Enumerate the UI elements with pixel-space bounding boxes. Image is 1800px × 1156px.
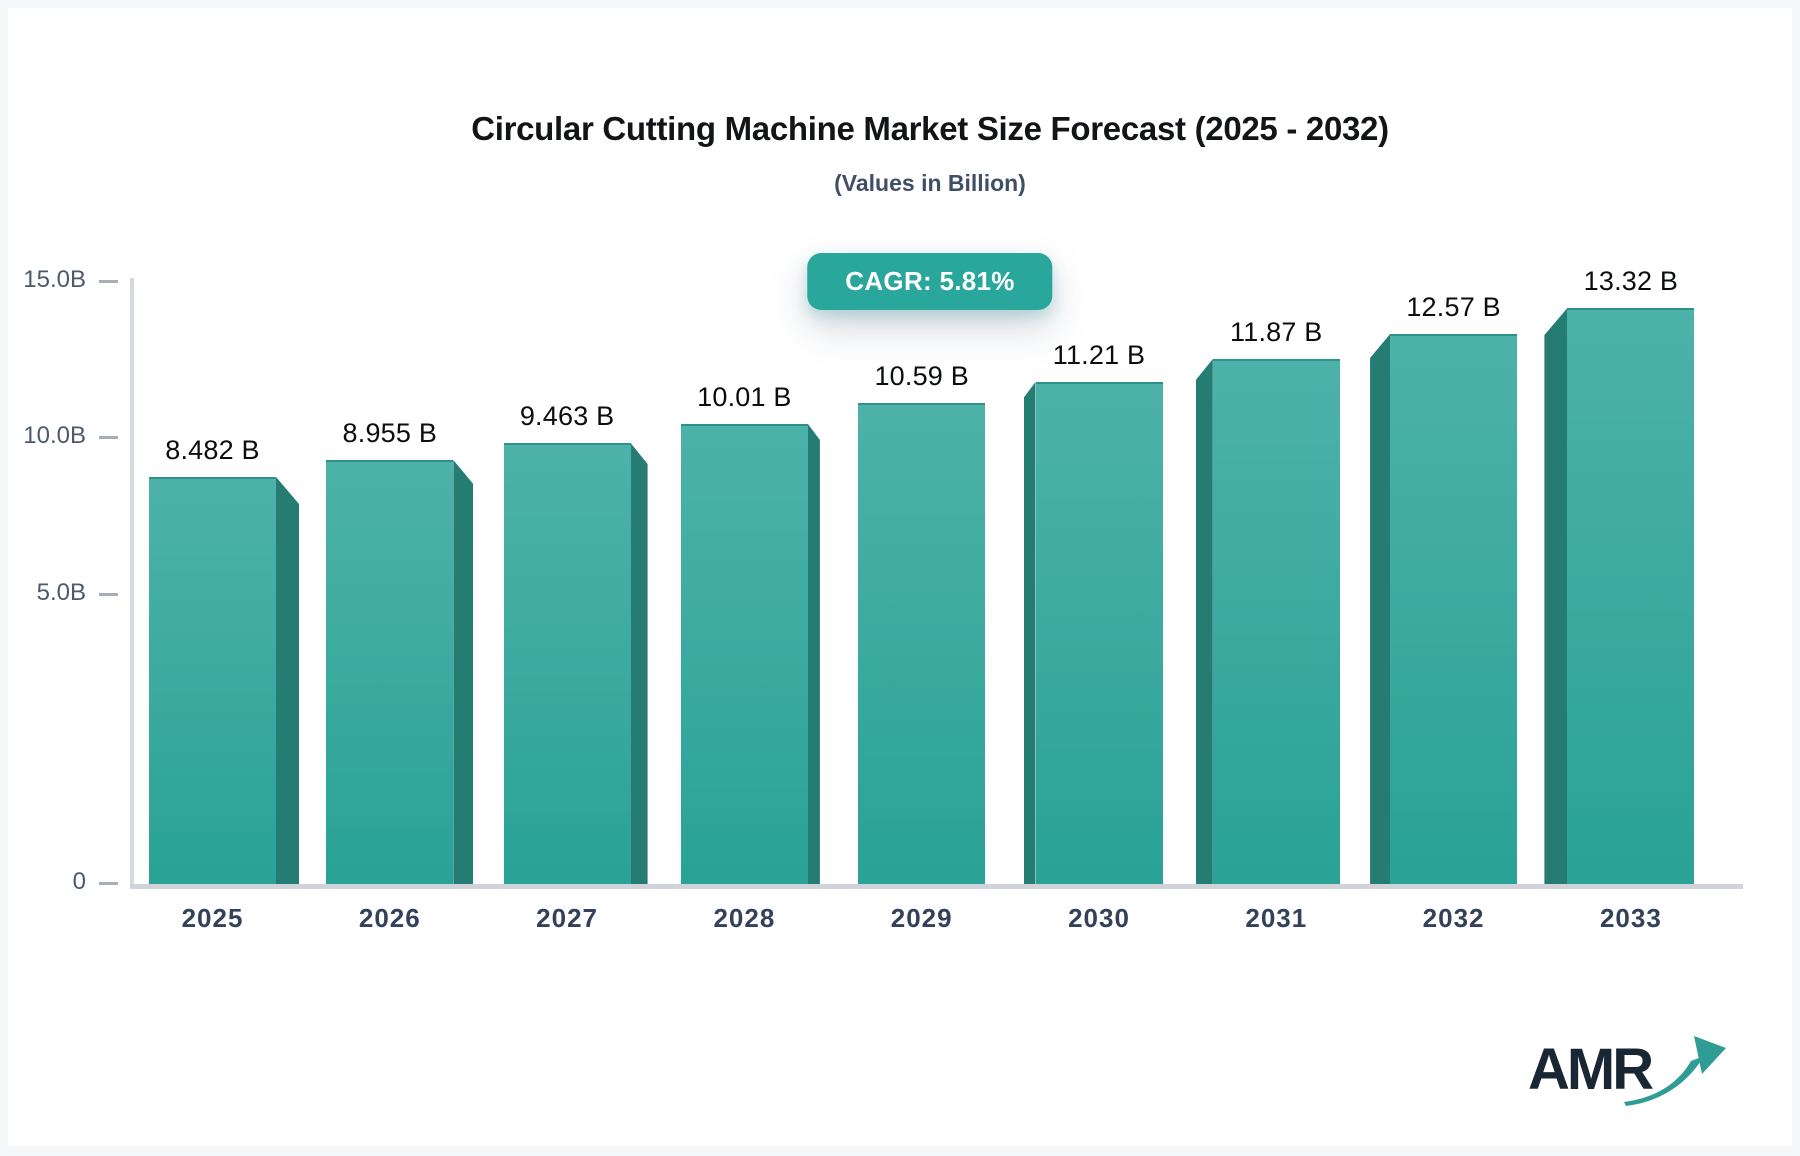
bar-2025[interactable] — [149, 477, 276, 884]
y-axis-tick-label: 15.0B — [23, 266, 86, 293]
x-axis-line — [130, 884, 1743, 889]
bar-2030[interactable] — [1035, 382, 1163, 884]
bar-value-label: 13.32 B — [1583, 266, 1679, 296]
bar-3d-side — [630, 443, 648, 884]
x-axis-label-2026: 2026 — [358, 903, 421, 933]
bar-value-label: 10.59 B — [874, 361, 969, 391]
bar-2026[interactable] — [326, 460, 454, 884]
bar-value-label: 10.01 B — [697, 382, 792, 412]
x-axis-label-2031: 2031 — [1245, 903, 1308, 933]
y-axis-tick-mark — [99, 593, 118, 596]
x-axis-label-2032: 2032 — [1422, 903, 1485, 933]
bar-2027[interactable] — [503, 443, 631, 884]
y-axis-tick-mark — [99, 882, 118, 885]
chart-title: Circular Cutting Machine Market Size For… — [471, 110, 1389, 147]
bar-2032[interactable] — [1390, 334, 1518, 884]
bar-2031[interactable] — [1212, 359, 1340, 884]
bar-3d-side — [453, 460, 474, 884]
brand-logo: AMR — [1528, 1030, 1728, 1110]
y-axis-tick-label: 10.0B — [23, 422, 86, 449]
x-axis-label-2033: 2033 — [1599, 903, 1662, 933]
y-axis-tick-label: 5.0B — [36, 579, 86, 606]
bar-3d-side — [1195, 359, 1213, 884]
bar-3d-side — [807, 424, 820, 884]
brand-logo-text: AMR — [1528, 1037, 1654, 1102]
bar-2029[interactable] — [858, 403, 986, 884]
bar-3d-side — [276, 477, 299, 884]
bar-2033[interactable] — [1567, 308, 1695, 884]
bar-value-label: 9.463 B — [519, 401, 615, 431]
growth-arrow-icon — [1624, 1036, 1726, 1106]
y-axis-tick-mark — [99, 436, 118, 439]
bar-value-label: 11.87 B — [1230, 317, 1323, 347]
y-axis-line — [130, 278, 134, 886]
x-axis-label-2027: 2027 — [536, 903, 599, 933]
chart-subtitle: (Values in Billion) — [834, 170, 1026, 196]
bar-value-label: 11.21 B — [1052, 340, 1146, 370]
bar-value-label: 8.482 B — [165, 435, 260, 465]
y-axis-tick-mark — [99, 280, 118, 283]
bar-value-label: 12.57 B — [1406, 292, 1501, 322]
bar-2028[interactable] — [680, 424, 808, 884]
x-axis-label-2030: 2030 — [1068, 903, 1130, 933]
bar-value-label: 8.955 B — [342, 418, 438, 448]
y-axis-tick-label: 0 — [72, 868, 86, 895]
x-axis-label-2025: 2025 — [181, 903, 244, 933]
cagr-badge: CAGR: 5.81% — [807, 253, 1053, 310]
bar-3d-side — [1023, 382, 1036, 884]
bar-3d-side — [1370, 334, 1391, 884]
x-axis-label-2029: 2029 — [890, 903, 953, 933]
bar-3d-side — [1544, 308, 1568, 884]
x-axis-label-2028: 2028 — [713, 903, 776, 933]
